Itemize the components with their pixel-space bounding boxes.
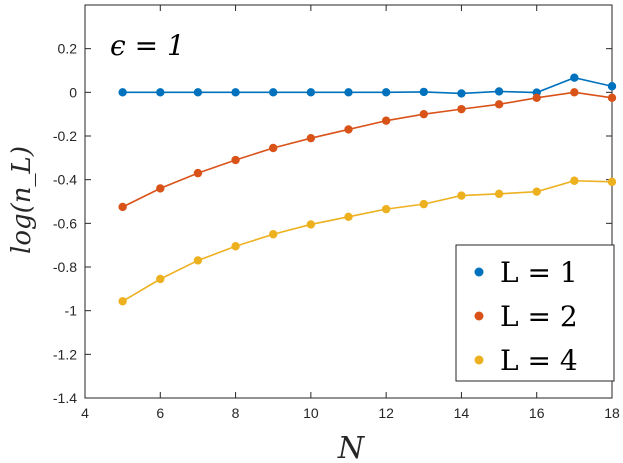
data-point: [193, 168, 203, 178]
y-tick-label: -1.4: [53, 390, 77, 406]
data-point: [118, 297, 127, 306]
data-point: [306, 220, 316, 229]
data-point: [306, 133, 316, 143]
x-tick-label: 14: [454, 405, 470, 421]
x-tick-label: 16: [529, 405, 545, 421]
y-axis-ticks: -1.4 -1.2 -1 -0.8 -0.6 -0.4 -0.2 0 0.2: [53, 41, 612, 406]
data-point: [457, 104, 466, 114]
series-2: [118, 88, 617, 212]
x-axis-title: N: [337, 431, 366, 463]
data-point: [570, 176, 579, 185]
y-axis-title: log(n_L): [7, 146, 37, 254]
data-point: [156, 88, 165, 97]
data-point: [156, 184, 165, 193]
y-tick-label: -0.2: [53, 128, 77, 144]
series-3: [118, 176, 617, 306]
data-point: [193, 256, 203, 265]
data-point: [231, 88, 240, 97]
data-point: [494, 189, 504, 199]
series-1: [118, 73, 617, 98]
data-point: [306, 88, 316, 97]
legend-marker: [474, 267, 484, 277]
y-tick-label: -0.6: [53, 215, 77, 231]
data-point: [419, 87, 428, 97]
legend-marker: [474, 355, 484, 365]
data-point: [494, 100, 504, 109]
x-tick-label: 18: [604, 405, 620, 421]
data-point: [344, 88, 353, 97]
x-tick-label: 12: [378, 405, 394, 421]
y-tick-label: -1.2: [53, 346, 77, 362]
data-point: [381, 204, 391, 214]
data-point: [457, 89, 466, 98]
legend-label: L = 1: [500, 256, 578, 289]
legend-marker: [474, 311, 484, 321]
y-tick-label: -0.8: [53, 259, 77, 275]
data-point: [118, 202, 127, 212]
data-point: [607, 82, 617, 91]
data-point: [269, 143, 278, 153]
data-point: [156, 274, 165, 284]
series-line: [122, 179, 613, 302]
data-point: [607, 177, 617, 187]
y-tick-label: 0: [69, 84, 77, 100]
data-point: [344, 212, 353, 221]
data-point: [419, 109, 428, 119]
data-point: [570, 73, 579, 82]
series-layer: [118, 73, 617, 306]
x-tick-label: 10: [303, 405, 319, 421]
series-line: [122, 91, 613, 208]
data-point: [494, 87, 504, 96]
x-axis-ticks: 4 6 8 10 12 14 16 18: [81, 5, 620, 421]
legend-label: L = 4: [500, 344, 578, 377]
plot-frame: [84, 4, 613, 399]
y-tick-label: 0.2: [58, 41, 78, 57]
data-point: [532, 187, 541, 196]
data-point: [344, 125, 353, 134]
data-point: [457, 191, 466, 200]
data-point: [269, 230, 278, 239]
series-line: [122, 76, 613, 95]
data-point: [607, 93, 617, 102]
data-point: [570, 88, 579, 97]
data-point: [231, 242, 240, 251]
data-point: [269, 88, 278, 97]
data-point: [231, 155, 240, 165]
data-point: [381, 116, 391, 125]
x-tick-label: 8: [232, 405, 240, 421]
data-point: [118, 88, 127, 97]
data-point: [193, 88, 203, 97]
legend-label: L = 2: [500, 300, 578, 333]
data-point: [419, 199, 428, 209]
x-tick-label: 4: [81, 405, 89, 421]
data-point: [381, 88, 391, 97]
y-tick-label: -1: [65, 303, 78, 319]
legend: L = 1 L = 2 L = 4: [455, 244, 615, 382]
y-tick-label: -0.4: [53, 172, 77, 188]
data-point: [532, 93, 541, 102]
x-tick-label: 6: [156, 405, 164, 421]
plot-area-border: [84, 4, 613, 399]
annotation-epsilon: ϵ = 1: [110, 29, 185, 62]
